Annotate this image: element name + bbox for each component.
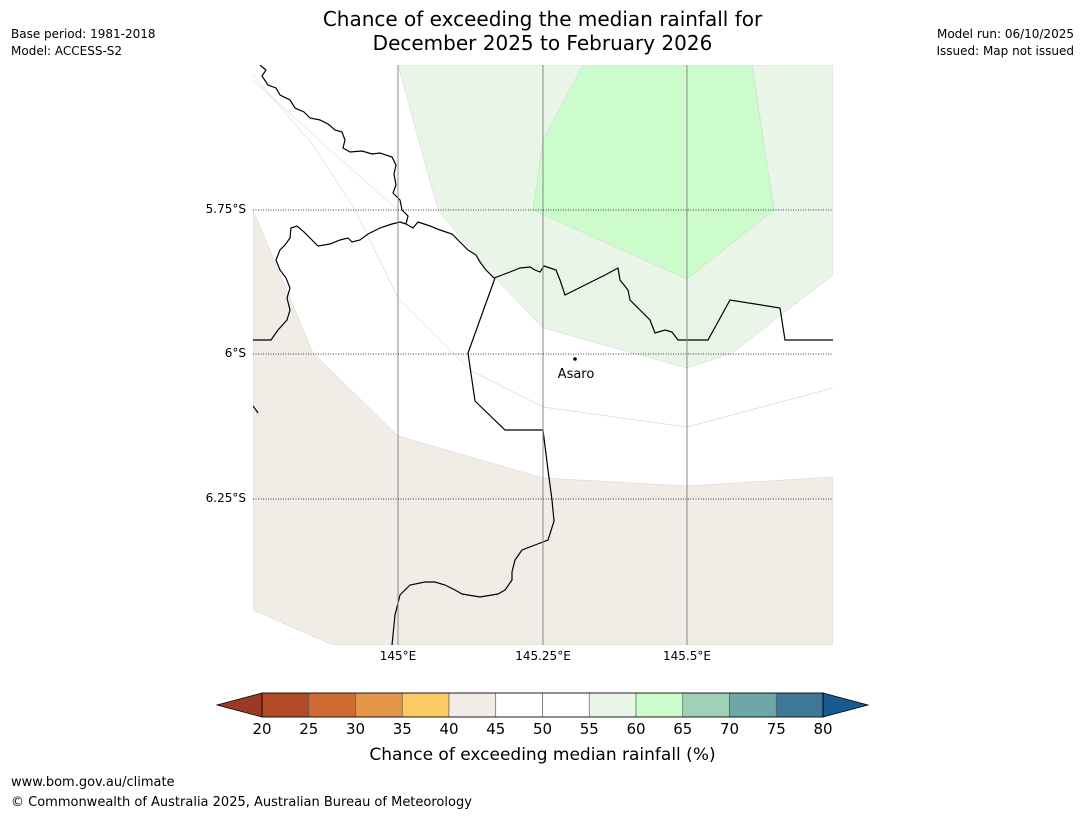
colorbar-tick-label: 65 [673, 720, 692, 738]
town-marker [573, 357, 577, 361]
colorbar-segment [588, 692, 637, 718]
footer-url[interactable]: www.bom.gov.au/climate [11, 775, 175, 790]
lon-label-145: 145°E [379, 649, 417, 663]
colorbar-segment [308, 692, 356, 718]
map-title: Chance of exceeding the median rainfall … [0, 7, 1085, 55]
town-label: Asaro [558, 367, 595, 382]
colorbar-tick-label: 75 [767, 720, 786, 738]
colorbar-tick-label: 30 [346, 720, 365, 738]
colorbar-tick-label: 55 [580, 720, 599, 738]
title-line-1: Chance of exceeding the median rainfall … [322, 7, 763, 31]
colorbar-segment [542, 692, 590, 718]
issued-status: Issued: Map not issued [936, 44, 1074, 58]
colorbar: 20 25 30 35 40 45 50 55 60 65 70 75 80 [215, 692, 870, 738]
model-run: Model run: 06/10/2025 [936, 27, 1074, 41]
colorbar-segment [682, 692, 730, 718]
colorbar-segment [495, 692, 543, 718]
colorbar-outline [261, 692, 824, 718]
colorbar-segment [775, 692, 824, 718]
title-line-2: December 2025 to February 2026 [372, 31, 713, 55]
lat-label-5-75: 5.75°S [205, 202, 246, 216]
lon-label-145-25: 145.25°E [515, 649, 571, 663]
colorbar-tick-label: 40 [439, 720, 458, 738]
lat-label-6: 6°S [224, 346, 246, 360]
colorbar-tick-label: 25 [299, 720, 318, 738]
meta-left: Base period: 1981-2018 Model: ACCESS-S2 [11, 26, 156, 60]
colorbar-over-arrow [822, 692, 870, 718]
coastline-west [253, 221, 407, 341]
colorbar-segment [448, 692, 497, 718]
colorbar-segment [261, 692, 310, 718]
model-name: Model: ACCESS-S2 [11, 44, 123, 58]
colorbar-tick-label: 80 [813, 720, 832, 738]
colorbar-tick-label: 50 [533, 720, 552, 738]
colorbar-segment [635, 692, 684, 718]
colorbar-segment [355, 692, 403, 718]
border-line [391, 277, 555, 645]
colorbar-label: Chance of exceeding median rainfall (%) [369, 745, 716, 765]
colorbar-tick-label: 45 [486, 720, 505, 738]
colorbar-tick-label: 35 [393, 720, 412, 738]
contour-line [253, 74, 833, 428]
coastline [259, 65, 833, 341]
meta-right: Model run: 06/10/2025 Issued: Map not is… [936, 26, 1074, 60]
colorbar-tick-label: 20 [252, 720, 271, 738]
colorbar-segment [729, 692, 777, 718]
colorbar-under-arrow [215, 692, 263, 718]
base-period: Base period: 1981-2018 [11, 27, 156, 41]
coastline-fragment [253, 405, 259, 414]
lon-label-145-5: 145.5°E [663, 649, 711, 663]
colorbar-segment [401, 692, 450, 718]
colorbar-tick-label: 60 [626, 720, 645, 738]
lat-label-6-25: 6.25°S [205, 491, 246, 505]
contour-line [253, 79, 399, 211]
colorbar-tick-label: 70 [720, 720, 739, 738]
footer-copyright: © Commonwealth of Australia 2025, Austra… [11, 795, 472, 810]
graticule [253, 65, 833, 645]
